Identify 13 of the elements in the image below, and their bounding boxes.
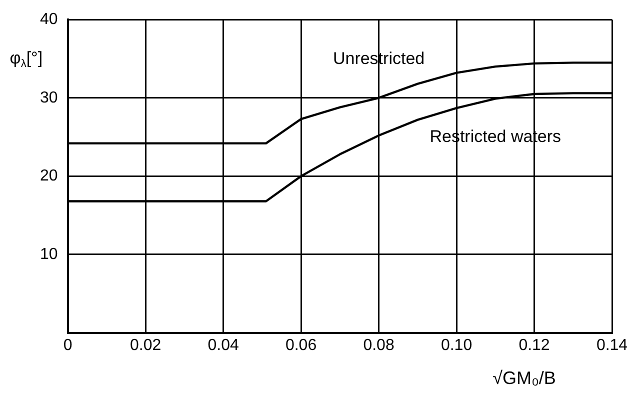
x-tick-label: 0.10 <box>440 336 472 354</box>
y-tick-label: 10 <box>40 246 58 263</box>
x-tick-label: 0.08 <box>363 336 394 354</box>
x-tick-label: 0.06 <box>285 336 317 354</box>
y-tick-label: 30 <box>40 89 58 106</box>
x-tick-label: 0.04 <box>208 336 239 354</box>
x-tick-label: 0.12 <box>518 336 550 354</box>
x-tick-label: 0 <box>63 336 72 354</box>
x-axis-title: √GM₀/B <box>492 368 556 388</box>
y-tick-label: 20 <box>40 168 58 185</box>
x-tick-label: 0.14 <box>596 336 628 354</box>
x-tick-label: 0.02 <box>130 336 162 354</box>
y-tick-label: 40 <box>40 11 58 28</box>
